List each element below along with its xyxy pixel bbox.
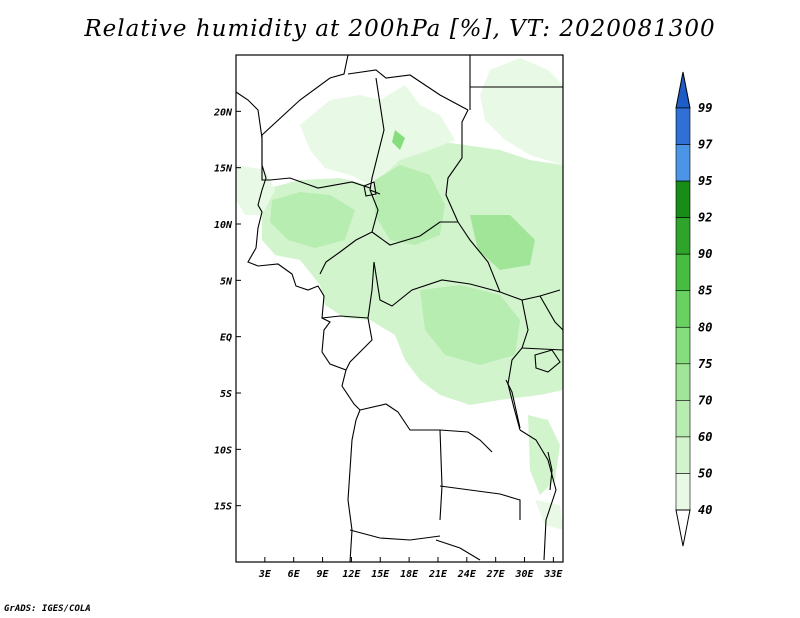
border-cameroon-car	[367, 261, 375, 319]
colorbar-label: 75	[698, 357, 712, 371]
border-mali	[261, 135, 270, 181]
lon-tick-label: 21E	[428, 569, 448, 580]
lon-tick-label: 12E	[342, 569, 361, 580]
lon-tick-label: 30E	[514, 569, 534, 580]
border-cameroon-gabon	[321, 315, 369, 319]
humidity-area-north	[300, 85, 455, 186]
latitude-axis: 20N 15N 10N 5N EQ 5S 10S 15S	[213, 107, 241, 513]
country-borders	[235, 54, 564, 563]
humidity-area-west	[270, 192, 355, 248]
border-niger-south	[269, 177, 371, 189]
colorbar-label: 99	[698, 101, 712, 115]
humidity-area-lakes	[528, 415, 560, 495]
humidity-area-core3	[470, 215, 535, 270]
humidity-area-lakes2	[535, 500, 563, 530]
border-chad-sudan	[445, 109, 469, 223]
colorbar-swatch	[675, 326, 691, 365]
coastline-angola	[347, 409, 361, 563]
colorbar-label: 85	[698, 284, 712, 298]
colorbar-label: 60	[698, 430, 712, 444]
humidity-spot	[392, 130, 405, 150]
border-angola-zambia	[439, 429, 443, 521]
colorbar-swatch	[675, 144, 691, 182]
coastline-west	[235, 91, 361, 411]
colorbar-swatch	[675, 363, 691, 401]
colorbar-label: 80	[698, 320, 712, 334]
colorbar-swatch	[675, 436, 691, 474]
map-frame	[235, 54, 564, 563]
lake-chad	[363, 181, 377, 197]
colorbar-label: 70	[698, 393, 712, 407]
colorbar-swatch	[675, 400, 691, 438]
lat-tick-label: 10S	[214, 445, 232, 456]
lat-tick-label: 15N	[214, 164, 233, 175]
border-zambia	[439, 485, 521, 520]
lat-tick-label: EQ	[220, 333, 232, 344]
humidity-field	[236, 58, 563, 530]
colorbar-label: 40	[698, 503, 712, 517]
border-niger-chad	[369, 77, 385, 195]
border-zimbabwe	[435, 539, 481, 561]
lat-tick-label: 5S	[220, 389, 232, 400]
lon-tick-label: 24E	[457, 569, 477, 580]
colorbar-label: 92	[698, 211, 712, 225]
lat-tick-label: 5N	[220, 276, 233, 287]
humidity-area-northeast	[480, 58, 563, 165]
longitude-axis: 3E 6E 9E 12E 15E 18E 21E 24E 27E 30E 33E	[258, 557, 563, 580]
colorbar-label: 90	[698, 247, 712, 261]
map-title: Relative humidity at 200hPa [%], VT: 202…	[84, 16, 716, 42]
credit-text: GrADS: IGES/COLA	[4, 604, 91, 614]
colorbar-swatch	[675, 217, 691, 255]
border-nigeria-cameroon	[319, 189, 379, 275]
border-kenya	[539, 295, 564, 331]
colorbar-label: 95	[698, 174, 712, 188]
border-car-south	[373, 261, 501, 307]
lon-tick-label: 6E	[288, 569, 301, 580]
humidity-area-core1	[375, 165, 445, 245]
lon-tick-label: 18E	[400, 569, 419, 580]
colorbar-top-arrow	[675, 71, 691, 109]
humidity-area-coast	[236, 165, 275, 215]
lon-tick-label: 15E	[371, 569, 390, 580]
lat-tick-label: 20N	[213, 107, 233, 118]
lon-tick-label: 3E	[258, 569, 272, 580]
border-algeria-libya	[261, 54, 349, 136]
border-drc-south	[359, 403, 493, 453]
colorbar-swatch	[675, 473, 691, 511]
lon-tick-label: 9E	[317, 569, 330, 580]
lake-tanganyika	[505, 379, 521, 429]
border-uganda	[521, 347, 564, 351]
colorbar-swatch	[675, 290, 691, 328]
border-namibia	[349, 529, 441, 541]
border-drc-east	[507, 299, 529, 431]
colorbar: 40 50 60 70 75 80 85 90 92 95 97 99	[675, 71, 713, 547]
lon-tick-label: 27E	[486, 569, 506, 580]
border-niger-libya	[347, 69, 469, 111]
colorbar-label: 50	[698, 466, 712, 480]
lat-tick-label: 15S	[214, 502, 232, 513]
colorbar-swatch	[675, 180, 691, 218]
border-chad-car	[371, 221, 458, 246]
colorbar-bottom-arrow	[675, 509, 691, 547]
lake-victoria	[534, 349, 561, 373]
lon-tick-label: 33E	[543, 569, 563, 580]
colorbar-swatch	[675, 253, 691, 292]
lat-tick-label: 10N	[214, 220, 233, 231]
lake-malawi	[547, 451, 553, 491]
humidity-area-core2	[420, 285, 520, 365]
border-congo	[345, 317, 373, 371]
colorbar-swatch	[675, 107, 691, 145]
colorbar-label: 97	[698, 138, 713, 152]
